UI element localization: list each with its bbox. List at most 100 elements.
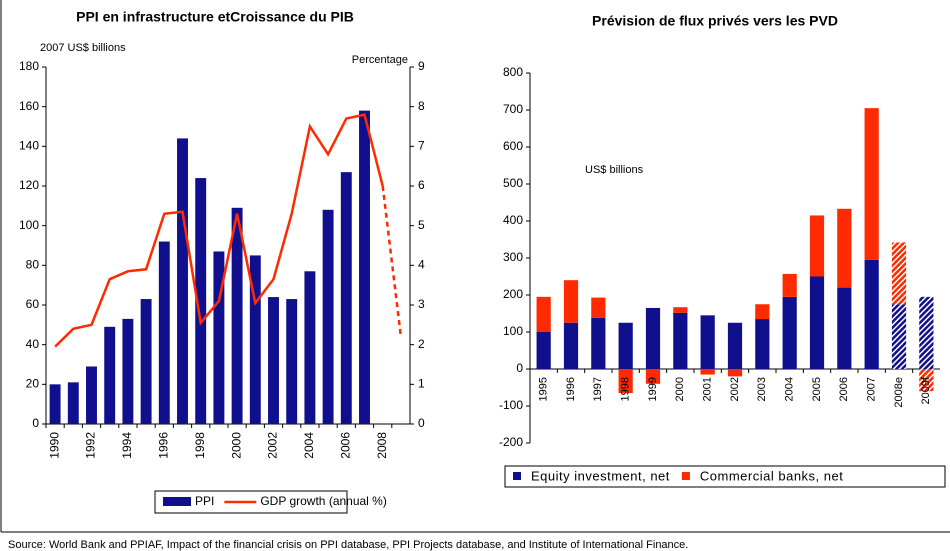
y-tick-label: 300 [503,250,523,264]
line [54,113,384,348]
y-tick-label: 60 [26,297,40,311]
bar-segment [700,369,715,375]
y2-tick-label: 1 [418,377,425,391]
x-tick-label: 2008e [893,377,905,408]
bar [140,299,152,424]
bar-segment [673,307,688,313]
bar [322,209,334,424]
legend-box [504,465,946,488]
x-tick-label: 2002 [729,377,741,401]
y-tick-label: 120 [19,178,39,192]
x-tick-label: 1996 [156,432,170,459]
bar-segment [891,242,907,305]
bar-segment [782,296,797,369]
y-tick-label: 180 [19,59,39,73]
bar-segment [864,259,879,369]
bar [177,138,188,424]
bar-segment [673,312,688,369]
line [381,185,403,337]
y2-tick-label: 7 [418,139,425,153]
bar-segment [919,296,934,369]
y2-tick-label: 8 [418,99,425,113]
bar-segment [809,276,825,369]
annotation: US$ billions [585,164,644,176]
y-tick-label: 160 [19,99,39,113]
bar-segment [755,319,770,369]
y2-tick-label: 3 [418,297,425,311]
y-tick-label: 500 [503,176,523,190]
legend-swatch [163,497,191,506]
y-tick-label: 700 [503,102,523,116]
y-tick-label: 80 [26,258,40,272]
bar [268,297,279,424]
y2-tick-label: 4 [418,258,425,272]
y-tick-label: 200 [503,287,523,301]
bar [195,178,207,424]
x-tick-label: 2005 [811,377,823,401]
source: Source: World Bank and PPIAF, Impact of … [8,539,688,551]
y-tick-label: 40 [26,337,40,351]
x-tick-label: 2000 [229,432,243,459]
bar-segment [700,315,715,369]
y-tick-label: 800 [503,65,523,79]
bar [49,384,61,424]
y2-tick-label: 9 [418,59,425,73]
x-tick-label: 2004 [784,377,796,401]
legend-label: PPI [195,494,214,508]
legend-label: GDP growth (annual %) [260,494,387,508]
bar [304,271,316,424]
x-tick-label: 2006 [838,377,850,401]
bar-segment [809,215,825,277]
x-tick-label: 2004 [302,432,316,459]
legend-label: Commercial banks, net [700,468,843,483]
y-tick-label: 140 [19,139,39,153]
y2-tick-label: 2 [418,337,425,351]
bar [122,318,134,424]
y-tick-label: 100 [503,324,523,338]
bar [104,326,116,424]
legend-label: Equity investment, net [531,468,670,483]
x-tick-label: 1999 [647,377,659,401]
x-tick-label: 2007 [866,377,878,401]
y-tick-label: 20 [26,377,40,391]
bar [213,251,225,424]
bar-segment [727,369,743,377]
bar [286,299,298,424]
x-tick-label: 1996 [565,377,577,401]
y-tick-label: 400 [503,213,523,227]
x-tick-label: 1990 [47,432,61,459]
x-tick-label: 1998 [193,432,207,459]
legend-swatch [681,472,690,480]
x-tick-label: 2003 [756,377,768,401]
bar-segment [563,322,579,369]
y-tick-label: -100 [499,398,523,412]
bar-segment [837,287,852,369]
x-tick-label: 2006 [338,432,352,459]
chart-title: PPI en infrastructure etCroissance du PI… [76,9,354,25]
y-tick-label: -200 [499,435,523,449]
x-tick-label: 1998 [620,377,632,401]
x-tick-label: 1997 [592,377,604,401]
y2-tick-label: 5 [418,218,425,232]
bar-segment [591,297,606,318]
bar-segment [591,317,606,369]
bar [67,382,79,424]
bar-segment [782,273,797,297]
bar [86,366,97,424]
bar-segment [727,322,743,369]
legend-swatch [513,472,521,480]
bar [231,207,243,424]
bar [340,172,352,424]
bar [158,241,170,424]
x-tick-label: 2008 [375,432,389,459]
y-tick-label: 0 [516,361,523,375]
bar-segment [645,307,661,369]
y-tick-label: 600 [503,139,523,153]
x-tick-label: 1992 [84,432,98,459]
bar-segment [919,369,934,392]
bar-segment [536,332,551,369]
bar-segment [864,108,879,260]
chart-title: Prévision de flux privés vers les PVD [592,13,838,29]
y-tick-label: 0 [32,416,39,430]
